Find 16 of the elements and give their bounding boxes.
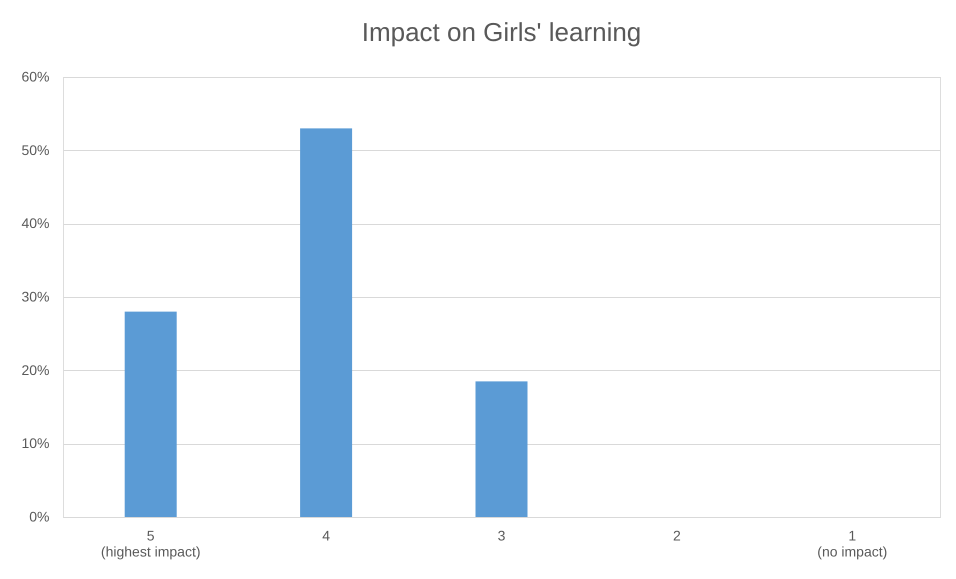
bar <box>300 128 352 517</box>
y-tick-label: 30% <box>21 288 50 304</box>
y-tick-label: 0% <box>29 508 50 524</box>
x-tick-label: 5 (highest impact) <box>100 528 200 560</box>
y-tick-label: 40% <box>21 215 50 232</box>
y-tick-label: 60% <box>21 68 50 84</box>
y-tick-label: 50% <box>21 142 50 158</box>
y-tick-label: 20% <box>21 362 50 378</box>
x-tick-label: 3 <box>498 528 506 544</box>
chart-title: Impact on Girls' learning <box>362 17 642 47</box>
bar <box>476 381 528 517</box>
x-tick-label: 4 <box>322 528 330 544</box>
x-tick-label: 2 <box>673 528 681 544</box>
y-tick-label: 10% <box>21 435 50 452</box>
x-tick-label: 1 (no impact) <box>817 528 888 560</box>
bar <box>124 312 177 517</box>
